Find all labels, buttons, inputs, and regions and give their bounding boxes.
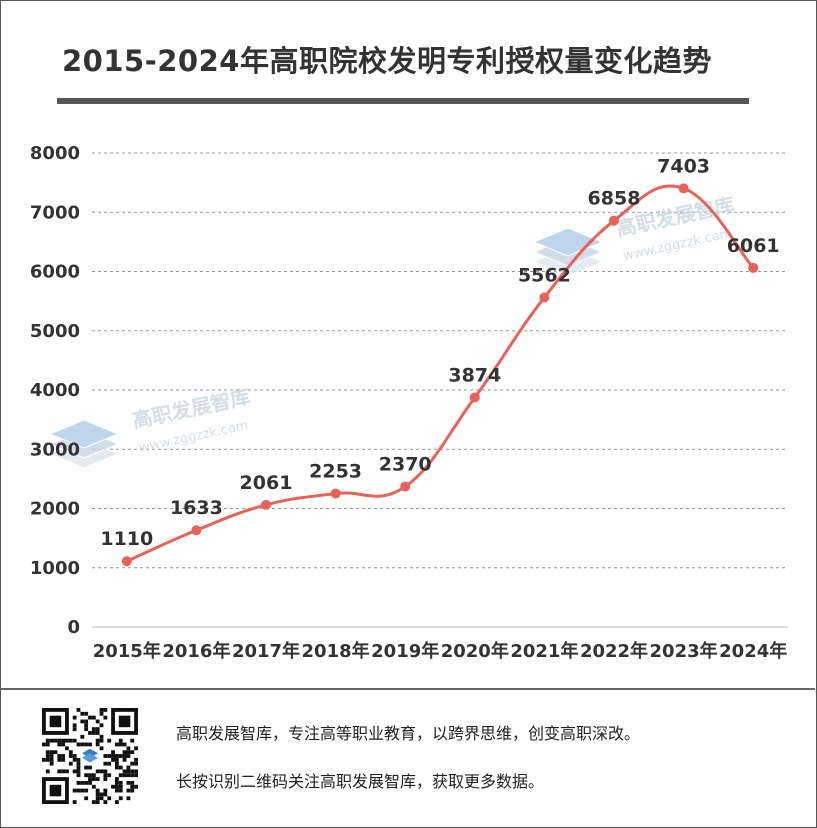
x-tick-label: 2021年: [510, 640, 578, 662]
data-label: 7403: [657, 155, 710, 177]
y-tick-label: 6000: [30, 262, 80, 283]
data-label: 2370: [379, 454, 432, 476]
chart-title: 2015-2024年高职院校发明专利授权量变化趋势: [62, 44, 712, 78]
data-point[interactable]: [539, 292, 550, 303]
y-tick-label: 0: [67, 617, 80, 638]
data-point[interactable]: [469, 392, 480, 403]
line-chart: 高职发展智库www.zggzzk.com高职发展智库www.zggzzk.com…: [30, 143, 788, 662]
data-label: 6858: [588, 188, 641, 210]
x-tick-label: 2016年: [162, 640, 230, 662]
data-label: 6061: [727, 235, 780, 257]
x-tick-label: 2023年: [650, 640, 718, 662]
series-layer: [121, 183, 759, 567]
data-label: 1110: [100, 528, 153, 550]
y-tick-label: 7000: [30, 202, 80, 223]
x-tick-label: 2018年: [302, 640, 370, 662]
x-axis-ticks: 2015年 2016年 2017年 2018年 2019年 2020年 2021年 2022年…: [93, 640, 788, 662]
data-point[interactable]: [678, 183, 689, 194]
footer-follow-hint: 长按识别二维码关注高职发展智库，获取更多数据。: [176, 772, 545, 791]
data-point[interactable]: [400, 481, 411, 492]
grid-lines: [92, 152, 788, 628]
y-tick-label: 1000: [30, 558, 80, 579]
data-label: 3874: [448, 364, 501, 386]
x-tick-label: 2022年: [580, 640, 648, 662]
data-label: 2061: [240, 472, 293, 494]
data-label: 1633: [170, 497, 223, 519]
x-tick-label: 2020年: [441, 640, 509, 662]
x-tick-label: 2015年: [93, 640, 161, 662]
y-tick-label: 5000: [30, 321, 80, 342]
data-point[interactable]: [191, 525, 202, 536]
qr-code-icon[interactable]: [42, 708, 138, 804]
y-tick-label: 3000: [30, 439, 80, 460]
x-tick-label: 2024年: [719, 640, 787, 662]
data-point[interactable]: [121, 556, 132, 567]
y-tick-label: 8000: [30, 143, 80, 164]
x-tick-label: 2019年: [371, 640, 439, 662]
data-point[interactable]: [748, 262, 759, 273]
x-tick-label: 2017年: [232, 640, 300, 662]
data-labels: 1110 1633 2061 2253 2370 3874 5562 6858 7403 6061: [100, 155, 779, 550]
title-underline: [57, 98, 749, 104]
data-point[interactable]: [609, 215, 619, 226]
series-line: [126, 184, 755, 563]
data-label: 5562: [518, 264, 571, 286]
footer-slogan: 高职发展智库，专注高等职业教育，以跨界思维，创变高职深改。: [176, 724, 641, 743]
footer-divider: [0, 688, 815, 690]
data-point[interactable]: [330, 488, 341, 499]
y-tick-label: 4000: [30, 380, 80, 401]
data-point[interactable]: [261, 499, 271, 510]
y-tick-label: 2000: [30, 499, 80, 520]
data-label: 2253: [309, 461, 362, 483]
watermark-logo-layer: [48, 419, 120, 449]
y-axis-ticks: 0 1000 2000 3000 4000 5000 6000 7000 8000: [30, 143, 80, 638]
